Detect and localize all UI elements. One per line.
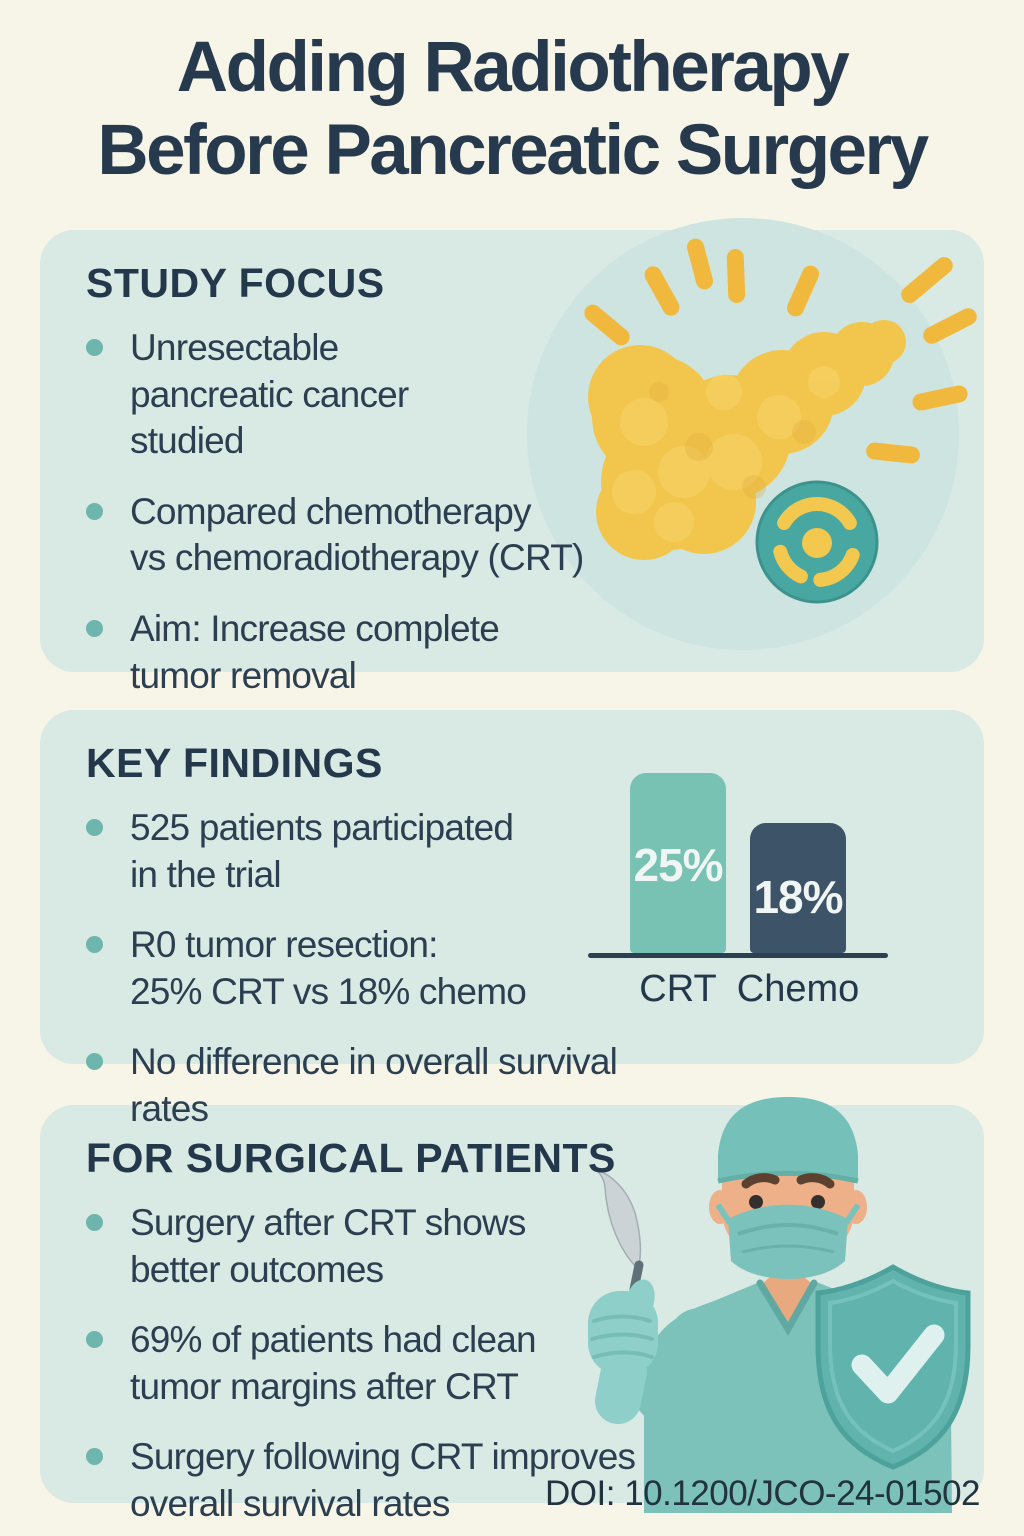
bar-chemo: 18% — [750, 823, 846, 953]
bullet-item: Aim: Increase complete tumor removal — [86, 606, 700, 699]
pancreas-organ — [588, 320, 906, 560]
eyebrows — [741, 1173, 835, 1189]
eye — [811, 1195, 825, 1209]
bullet-text: Aim: Increase complete tumor removal — [130, 608, 500, 696]
bullet-dot-icon — [86, 1053, 103, 1071]
scrubs-vneck-trim — [756, 1279, 818, 1336]
bullet-item: Surgery after CRT shows better outcomes — [86, 1200, 700, 1293]
bullet-text: Unresectable pancreatic cancer studied — [130, 327, 409, 462]
bullet-text: Surgery after CRT shows better outcomes — [130, 1202, 526, 1290]
bullet-item: 525 patients participated in the trial — [86, 805, 700, 898]
bullet-item: Compared chemotherapy vs chemoradiothera… — [86, 489, 700, 582]
bar-crt: 25% — [630, 773, 726, 953]
surgical-patients-bullets: Surgery after CRT shows better outcomes … — [40, 1200, 700, 1528]
study-focus-heading: STUDY FOCUS — [86, 260, 385, 306]
scrub-cap — [718, 1097, 858, 1181]
page-title-line1: Adding Radiotherapy — [176, 28, 850, 107]
bar-category-label: Chemo — [736, 968, 860, 1010]
bullet-text: Surgery following CRT improves overall s… — [130, 1436, 636, 1525]
bullet-item: 69% of patients had clean tumor margins … — [86, 1317, 700, 1410]
page-title: Adding Radiotherapy Before Pancreatic Su… — [0, 26, 1024, 192]
key-findings-heading: KEY FINDINGS — [86, 740, 383, 786]
surgical-patients-heading: FOR SURGICAL PATIENTS — [86, 1135, 616, 1181]
bullet-dot-icon — [86, 620, 103, 638]
bullet-dot-icon — [86, 1331, 103, 1349]
doi-text: DOI: 10.1200/JCO-24-01502 — [545, 1474, 980, 1513]
bullet-dot-icon — [86, 1448, 103, 1466]
r0-resection-bar-chart: 25% 18% CRT Chemo — [588, 772, 888, 1011]
page-title-line2: Before Pancreatic Surgery — [97, 111, 929, 191]
bullet-text: 525 patients participated in the trial — [130, 807, 514, 895]
surgeon-head — [709, 1097, 867, 1279]
sun-ray-icon — [584, 238, 977, 464]
bullet-text: R0 tumor resection: 25% CRT vs 18% chemo — [130, 924, 527, 1012]
bar-category-labels: CRT Chemo — [588, 968, 888, 1011]
radiation-badge-icon — [755, 480, 879, 604]
bullet-item: Surgery following CRT improves overall s… — [86, 1434, 700, 1527]
bullet-text: No difference in overall survival rates — [130, 1041, 618, 1130]
bullet-item: R0 tumor resection: 25% CRT vs 18% chemo — [86, 922, 700, 1015]
bullet-text: Compared chemotherapy vs chemoradiothera… — [130, 490, 584, 579]
shield-check-icon — [815, 1264, 971, 1470]
bullet-item: No difference in overall survival rates — [86, 1039, 700, 1132]
axis-baseline — [588, 953, 888, 958]
bullet-text: 69% of patients had clean tumor margins … — [130, 1319, 537, 1407]
surgical-patients-card: FOR SURGICAL PATIENTS Surgery after CRT … — [40, 1097, 984, 1524]
study-focus-bullets: Unresectable pancreatic cancer studied C… — [40, 325, 700, 699]
surgical-mask — [715, 1203, 861, 1279]
bar-value-label: 18% — [753, 870, 843, 923]
bullet-dot-icon — [86, 936, 103, 954]
surgeon-sleeve — [633, 1308, 733, 1424]
bar-category-label: CRT — [639, 968, 717, 1010]
bar-value-label: 25% — [633, 838, 723, 891]
bullet-item: Unresectable pancreatic cancer studied — [86, 325, 700, 465]
key-findings-bullets: 525 patients participated in the trial R… — [40, 805, 700, 1133]
pancreas-illustration — [524, 202, 977, 654]
surgical-glove — [588, 1279, 658, 1424]
surgeon-illustration — [550, 1083, 990, 1513]
bullet-dot-icon — [86, 1214, 103, 1231]
key-findings-card: KEY FINDINGS 525 patients participated i… — [40, 710, 984, 1129]
bar-chart-bars: 25% 18% — [588, 772, 888, 953]
eye — [749, 1195, 763, 1209]
surgeon-neck — [762, 1273, 812, 1325]
bullet-dot-icon — [86, 502, 103, 520]
checkmark-icon — [851, 1324, 945, 1404]
study-focus-card: STUDY FOCUS Unresectable pancreatic canc… — [40, 218, 984, 696]
bullet-dot-icon — [86, 339, 103, 356]
bullet-dot-icon — [86, 819, 103, 836]
